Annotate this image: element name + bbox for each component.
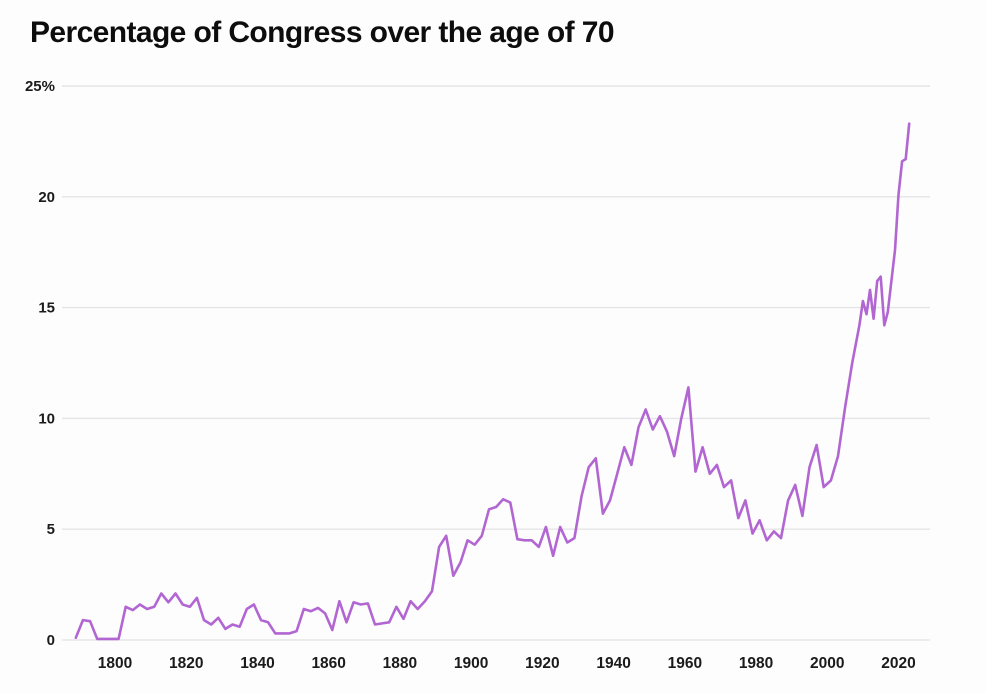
x-axis-tick-label: 1840 (240, 655, 274, 672)
x-axis-tick-label: 1880 (383, 655, 417, 672)
data-series-layer (74, 122, 911, 641)
x-axis-tick-label: 1900 (454, 655, 488, 672)
y-axis-tick-label: 20 (38, 189, 55, 206)
axis-label-layer: 0 5 10 15 20 25% 1800 1820 1840 1860 1880 1900 1920 1… (25, 78, 916, 672)
x-axis-tick-label: 1860 (311, 655, 345, 672)
x-axis-tick-label: 1820 (169, 655, 203, 672)
x-axis-tick-label: 1920 (525, 655, 559, 672)
x-axis-tick-label: 1800 (98, 655, 132, 672)
chart-title: Percentage of Congress over the age of 7… (30, 16, 615, 49)
x-axis-tick-label: 2000 (810, 655, 844, 672)
y-axis-tick-label: 0 (47, 632, 55, 649)
congress-over-70-line (74, 122, 911, 641)
y-axis-tick-label: 25% (25, 78, 55, 95)
x-axis-tick-label: 1960 (668, 655, 702, 672)
gridline-layer (62, 85, 930, 641)
y-axis-tick-label: 5 (47, 521, 55, 538)
x-axis-tick-label: 1980 (739, 655, 773, 672)
x-axis-tick-label: 1940 (596, 655, 630, 672)
y-axis-tick-label: 15 (38, 300, 55, 317)
y-axis-tick-label: 10 (38, 410, 55, 427)
x-axis-tick-label: 2020 (881, 655, 915, 672)
